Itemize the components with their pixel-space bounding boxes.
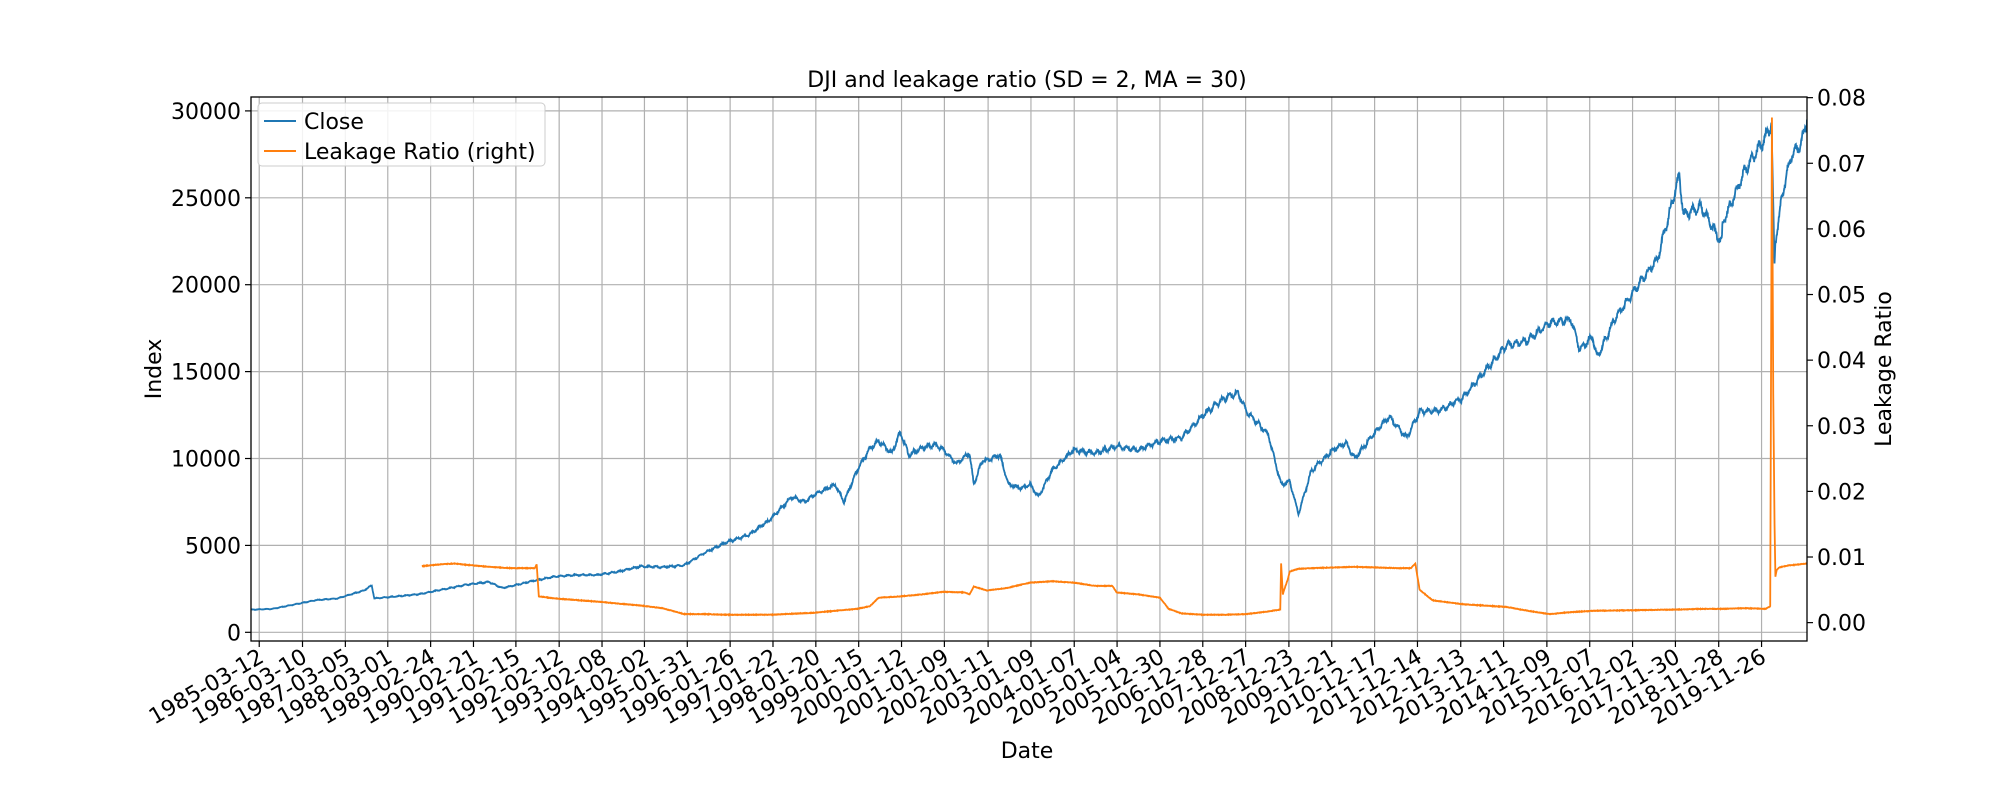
y-tick-label: 15000: [171, 361, 241, 386]
legend-box: [257, 102, 546, 167]
y-tick-label: 10000: [171, 448, 241, 473]
y-right-tick-label: 0.02: [1817, 480, 1866, 505]
y-right-tick-label: 0.00: [1817, 612, 1866, 637]
series-leakage-ratio-line: [421, 117, 1807, 617]
y-axis-right-ticks: 0.00 0.01 0.02 0.03 0.04 0.05 0.06 0.07 0.08: [1807, 87, 1866, 637]
y-right-tick-label: 0.06: [1817, 218, 1866, 243]
grid: [251, 97, 1807, 641]
legend: Close Leakage Ratio (right): [257, 102, 546, 167]
y-right-tick-label: 0.07: [1817, 152, 1866, 177]
x-axis-label: Date: [1001, 739, 1054, 764]
y-right-tick-label: 0.03: [1817, 415, 1866, 440]
y-right-tick-label: 0.01: [1817, 546, 1866, 571]
y-axis-label: Index: [142, 339, 167, 400]
legend-entry-close: Close: [304, 110, 364, 135]
y-right-tick-label: 0.04: [1817, 349, 1866, 374]
y-tick-label: 20000: [171, 274, 241, 299]
y-right-tick-label: 0.05: [1817, 284, 1866, 309]
y-tick-label: 5000: [185, 534, 241, 559]
series-close-line: [251, 119, 1807, 611]
plot-lines: [251, 117, 1807, 617]
plot-frame: [250, 96, 1808, 642]
y-right-tick-label: 0.08: [1817, 87, 1866, 112]
x-axis-ticks: 1985-03-121986-03-101987-03-051988-03-01…: [145, 641, 1771, 730]
y-axis-right-label: Leakage Ratio: [1872, 291, 1897, 447]
y-tick-label: 30000: [171, 100, 241, 125]
chart-title: DJI and leakage ratio (SD = 2, MA = 30): [807, 68, 1246, 93]
y-axis-ticks: 0 5000 10000 15000 20000 25000 30000: [171, 100, 251, 646]
legend-entry-leakage-ratio: Leakage Ratio (right): [304, 140, 536, 165]
y-tick-label: 25000: [171, 187, 241, 212]
y-tick-label: 0: [227, 621, 241, 646]
